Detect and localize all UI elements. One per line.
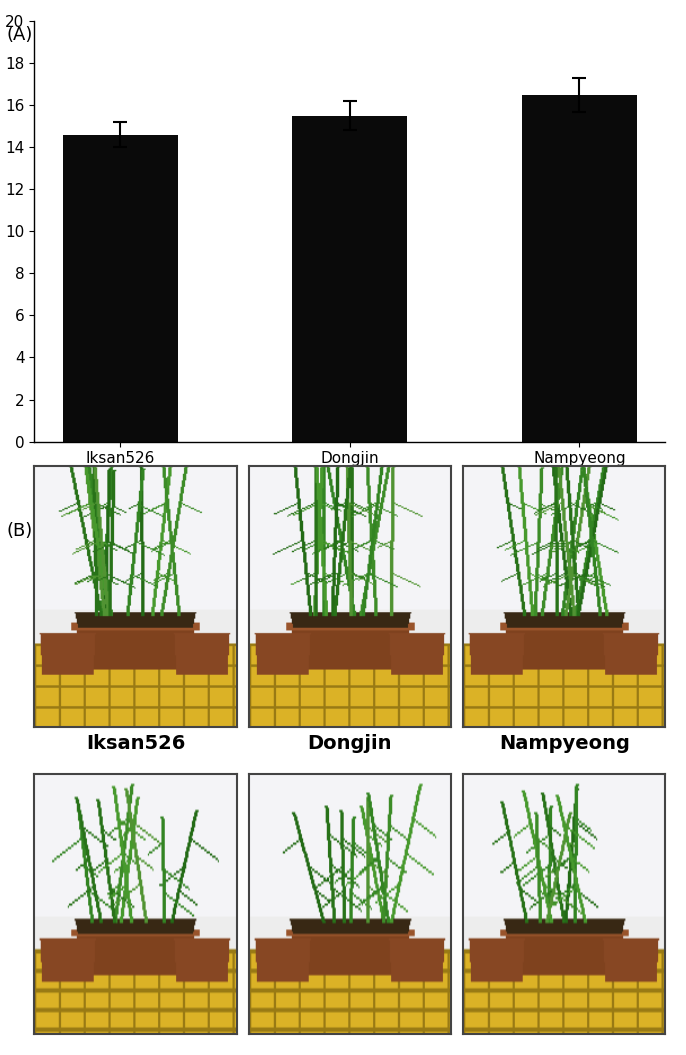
X-axis label: Rice varieties: Rice varieties xyxy=(281,478,418,496)
X-axis label: Iksan526: Iksan526 xyxy=(86,733,185,752)
Text: (A): (A) xyxy=(7,26,33,44)
Text: (B): (B) xyxy=(7,522,33,540)
Bar xyxy=(292,116,407,442)
Bar xyxy=(63,135,178,442)
X-axis label: Nampyeong: Nampyeong xyxy=(499,733,630,752)
Bar xyxy=(522,95,637,442)
X-axis label: Dongjin: Dongjin xyxy=(307,733,392,752)
